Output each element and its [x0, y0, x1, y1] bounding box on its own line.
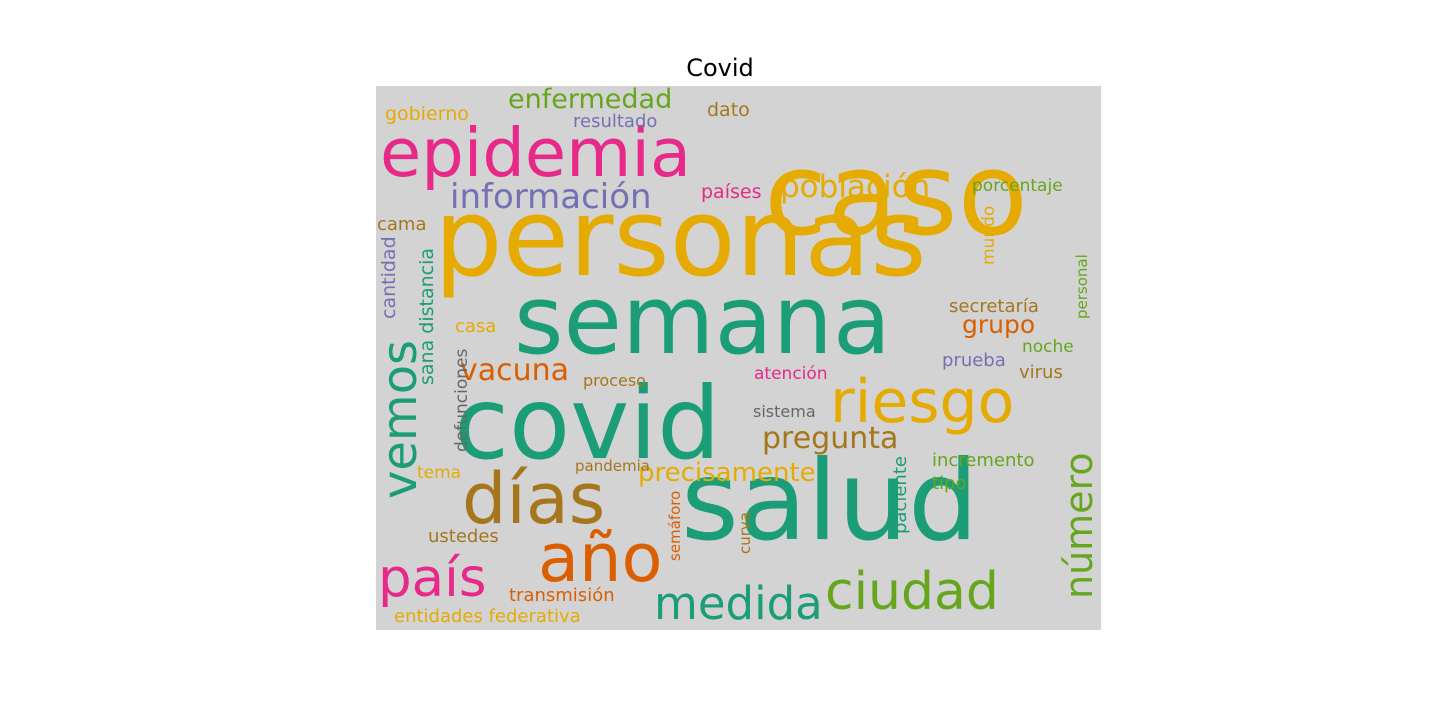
- word-enfermedad: enfermedad: [508, 86, 673, 115]
- word-semana: semana: [514, 266, 892, 376]
- word-epidemia: epidemia: [380, 114, 692, 192]
- word-semáforo: semáforo: [666, 490, 684, 561]
- word-incremento: incremento: [932, 450, 1035, 471]
- word-proceso: proceso: [583, 371, 646, 390]
- word-resultado: resultado: [573, 111, 658, 132]
- word-transmisión: transmisión: [509, 585, 615, 606]
- word-cama: cama: [377, 214, 427, 235]
- word-gobierno: gobierno: [385, 103, 469, 125]
- word-mundo: mundo: [979, 205, 999, 265]
- word-paciente: paciente: [890, 456, 911, 534]
- word-personas: personas: [434, 176, 927, 301]
- word-sistema: sistema: [753, 402, 816, 421]
- word-ciudad: ciudad: [825, 562, 999, 622]
- word-número: número: [1057, 452, 1101, 599]
- word-tema: tema: [417, 463, 462, 483]
- word-pandemia: pandemia: [575, 457, 650, 475]
- word-grupo: grupo: [962, 310, 1036, 339]
- word-población: población: [780, 169, 931, 205]
- word-dato: dato: [707, 99, 750, 121]
- word-medida: medida: [654, 577, 823, 630]
- word-virus: virus: [1019, 362, 1063, 383]
- word-caso: caso: [764, 128, 1028, 262]
- word-riesgo: riesgo: [830, 367, 1015, 437]
- word-entidades-federativa: entidades federativa: [394, 606, 581, 627]
- word-porcentaje: porcentaje: [972, 176, 1063, 196]
- word-sana-distancia: sana distancia: [416, 247, 438, 385]
- word-atención: atención: [754, 364, 828, 384]
- word-país: país: [378, 548, 487, 609]
- word-año: año: [538, 519, 663, 597]
- word-secretaría: secretaría: [949, 296, 1039, 317]
- word-noche: noche: [1022, 337, 1074, 357]
- chart-title: Covid: [686, 54, 754, 82]
- word-días: días: [462, 458, 606, 540]
- word-covid: covid: [454, 365, 721, 482]
- word-países: países: [701, 181, 762, 203]
- word-ustedes: ustedes: [428, 526, 499, 547]
- word-personal: personal: [1073, 254, 1091, 319]
- word-vacuna: vacuna: [460, 353, 570, 388]
- word-defunciones: defunciones: [452, 348, 472, 452]
- word-información: información: [450, 177, 652, 217]
- word-curva: curva: [736, 512, 754, 554]
- word-salud: salud: [681, 437, 979, 566]
- word-prueba: prueba: [942, 350, 1006, 371]
- word-precisamente: precisamente: [638, 458, 816, 488]
- word-cantidad: cantidad: [378, 236, 400, 319]
- word-cloud: caso personas epidemia semana covid salud ries…: [376, 86, 1101, 630]
- word-tipo: tipo: [932, 473, 967, 494]
- word-casa: casa: [455, 316, 497, 337]
- word-pregunta: pregunta: [762, 421, 899, 456]
